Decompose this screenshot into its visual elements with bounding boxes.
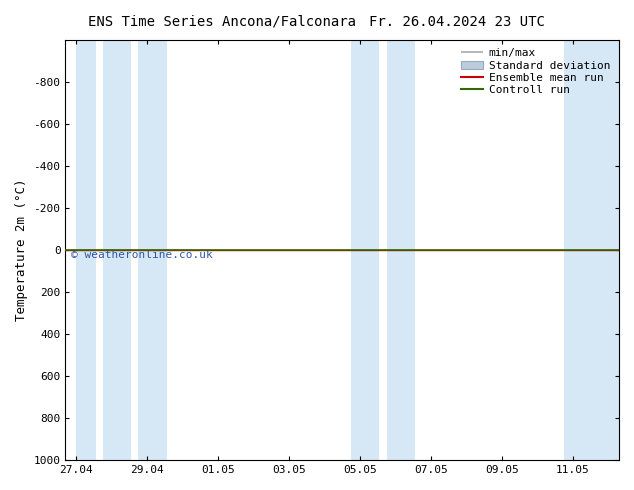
Bar: [387, 40, 415, 460]
Legend: min/max, Standard deviation, Ensemble mean run, Controll run: min/max, Standard deviation, Ensemble me…: [458, 45, 614, 98]
Text: © weatheronline.co.uk: © weatheronline.co.uk: [71, 250, 212, 260]
Bar: [103, 40, 131, 460]
Text: Fr. 26.04.2024 23 UTC: Fr. 26.04.2024 23 UTC: [368, 15, 545, 29]
Y-axis label: Temperature 2m (°C): Temperature 2m (°C): [15, 178, 28, 321]
Text: ENS Time Series Ancona/Falconara: ENS Time Series Ancona/Falconara: [88, 15, 356, 29]
Bar: [76, 40, 96, 460]
Bar: [351, 40, 380, 460]
Bar: [564, 40, 619, 460]
Bar: [138, 40, 167, 460]
